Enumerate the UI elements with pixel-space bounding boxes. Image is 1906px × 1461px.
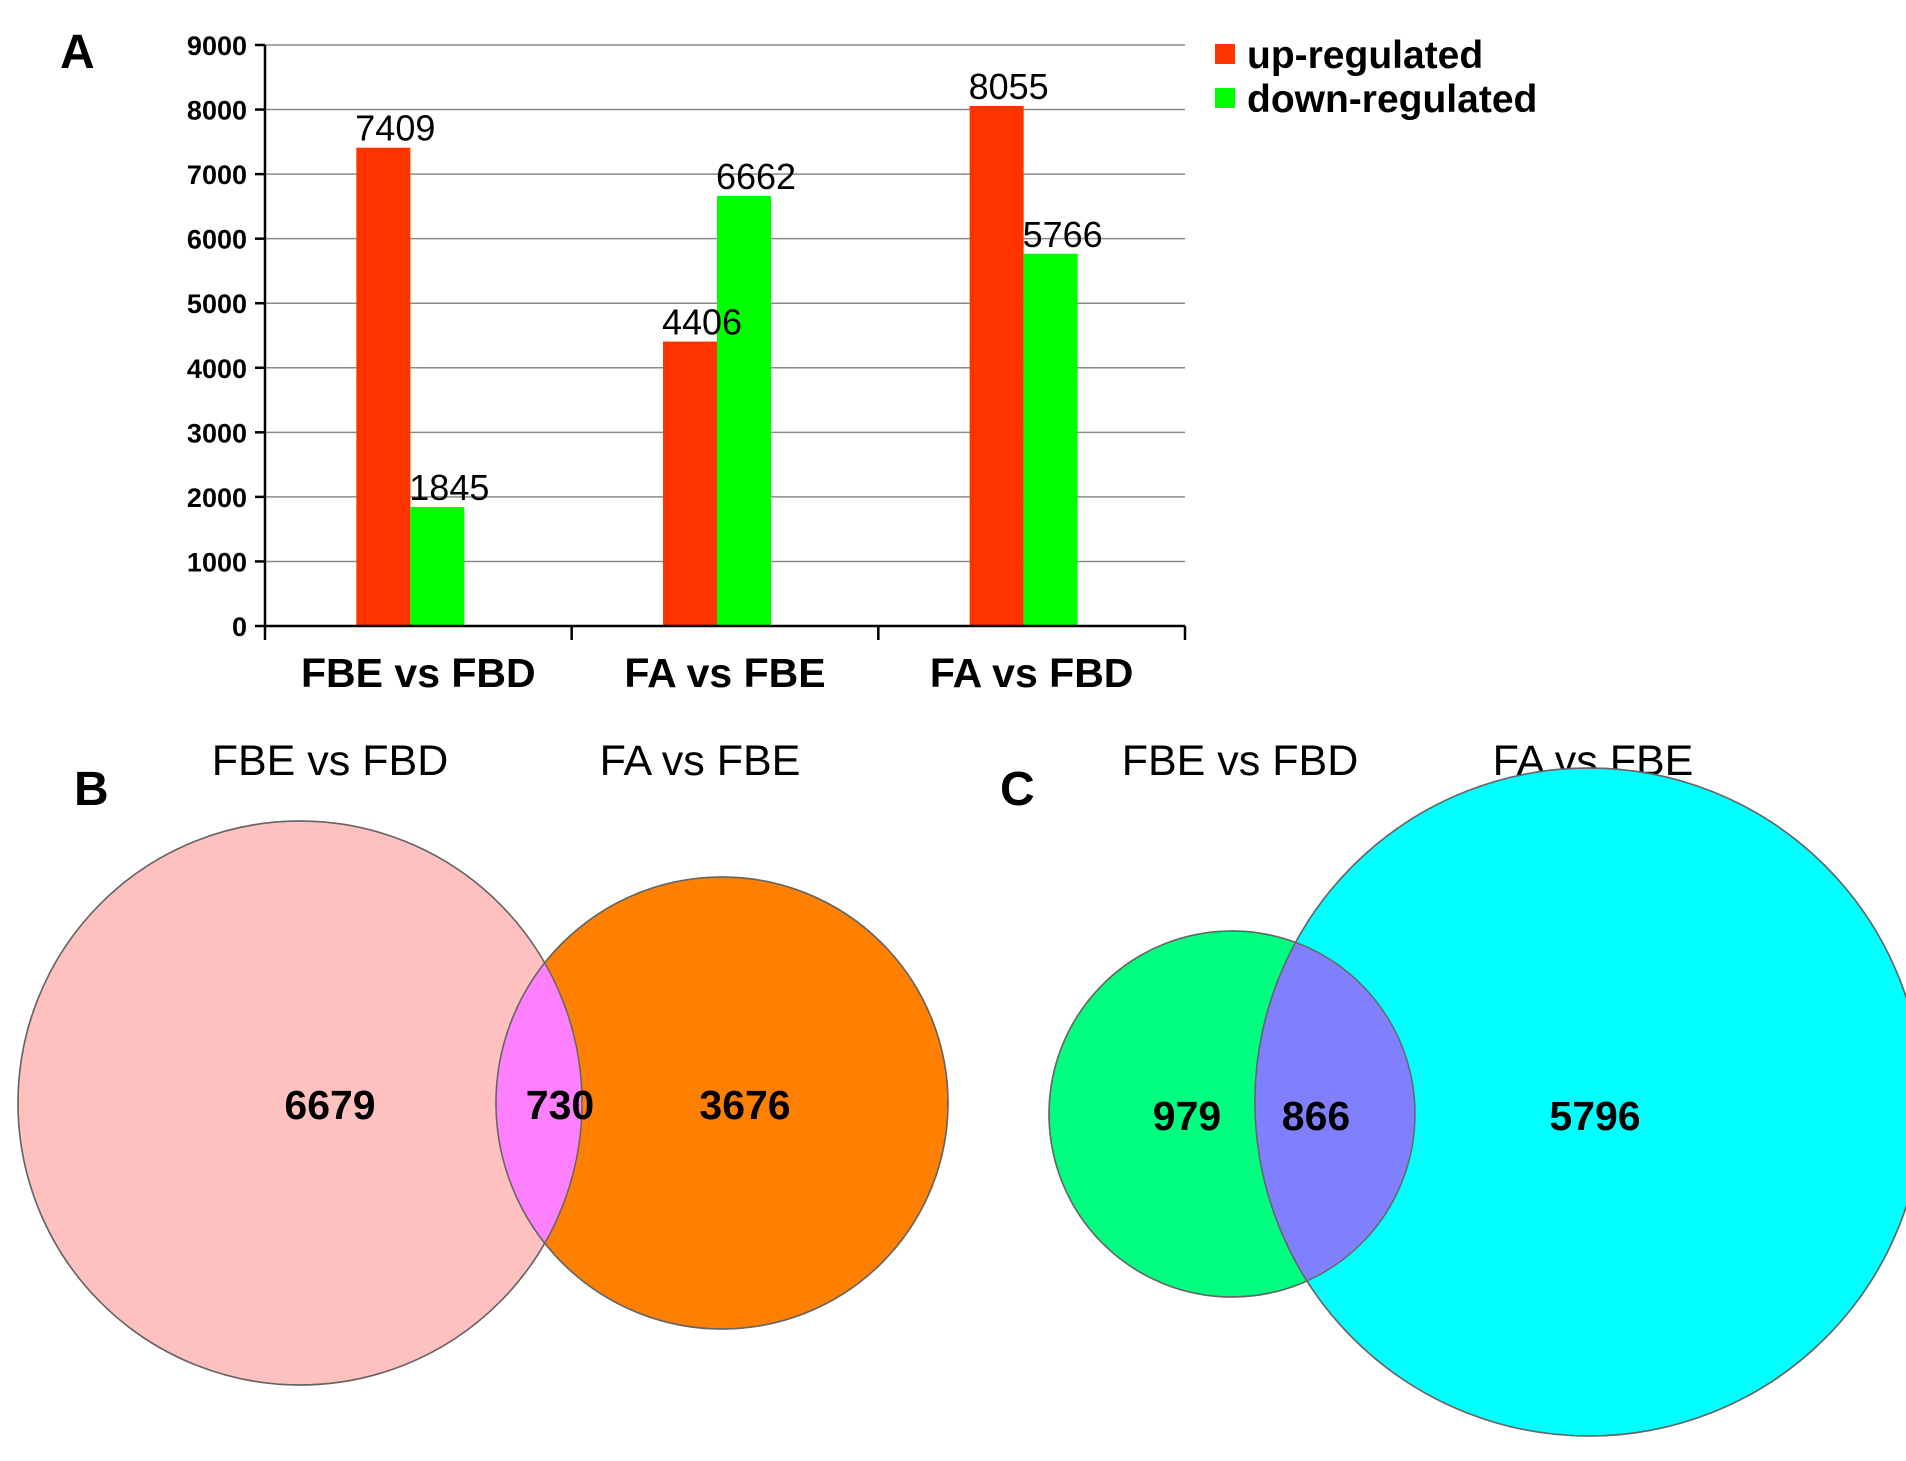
bar-chart: 7409 1845 4406 6662 8055 5766 0 1000 2000 3000 40… — [187, 31, 1187, 696]
y-tick-label: 4000 — [187, 354, 247, 384]
panel-b-letter: B — [74, 763, 109, 816]
y-tick-label: 0 — [232, 612, 247, 642]
bar-down — [717, 195, 771, 626]
venn-c-intersection-value: 866 — [1282, 1093, 1350, 1139]
y-tick-label: 2000 — [187, 483, 247, 513]
panel-c-letter: C — [1000, 763, 1035, 816]
venn-b-right-value: 3676 — [699, 1082, 790, 1128]
bar-down — [1023, 253, 1078, 627]
y-tick-label: 6000 — [187, 225, 247, 255]
venn-c-right-outline — [1254, 767, 1906, 1437]
y-tick-label: 3000 — [187, 418, 247, 448]
x-labels: FBE vs FBD FA vs FBE FA vs FBD — [301, 650, 1133, 696]
y-tick-label: 5000 — [187, 289, 247, 319]
venn-c-left-value: 979 — [1153, 1093, 1221, 1139]
venn-c-right-value: 5796 — [1549, 1093, 1640, 1139]
data-label: 5766 — [1023, 214, 1103, 255]
data-labels: 7409 1845 4406 6662 8055 5766 — [355, 66, 1102, 508]
data-label: 6662 — [716, 156, 796, 197]
bars — [356, 106, 1078, 627]
x-tick-label: FBE vs FBD — [301, 650, 536, 696]
data-label: 8055 — [969, 66, 1049, 107]
bar-up — [356, 147, 411, 626]
legend-label-down: down-regulated — [1247, 78, 1537, 121]
x-tick-label: FA vs FBE — [624, 650, 825, 696]
data-label: 4406 — [662, 302, 742, 343]
legend: up-regulated down-regulated — [1215, 34, 1537, 121]
y-tick-label: 9000 — [187, 31, 247, 61]
legend-swatch-up — [1215, 44, 1235, 64]
x-tick-label: FA vs FBD — [930, 650, 1134, 696]
legend-label-up: up-regulated — [1247, 34, 1483, 77]
venn-b-left-title: FBE vs FBD — [212, 737, 449, 785]
venn-b-left-outline — [17, 820, 583, 1386]
panel-a-letter: A — [60, 26, 95, 79]
venn-c-left-title: FBE vs FBD — [1122, 737, 1359, 785]
venn-b-right-title: FA vs FBE — [600, 737, 801, 785]
data-label: 7409 — [355, 108, 435, 149]
y-tick-label: 1000 — [187, 547, 247, 577]
data-label: 1845 — [409, 467, 489, 508]
legend-swatch-down — [1215, 88, 1235, 108]
y-tick-label: 8000 — [187, 96, 247, 126]
y-ticks: 0 1000 2000 3000 4000 5000 6000 7000 8000 9000 — [187, 31, 265, 642]
y-tick-label: 7000 — [187, 160, 247, 190]
bar-up — [663, 341, 717, 626]
x-ticks — [263, 626, 1187, 640]
venn-b-left-value: 6679 — [284, 1082, 375, 1128]
bar-down — [410, 506, 465, 626]
bar-up — [969, 106, 1024, 626]
venn-b-intersection-value: 730 — [526, 1082, 594, 1128]
venn-b-right-outline — [495, 876, 949, 1330]
venn-c-left-outline — [1048, 930, 1416, 1298]
